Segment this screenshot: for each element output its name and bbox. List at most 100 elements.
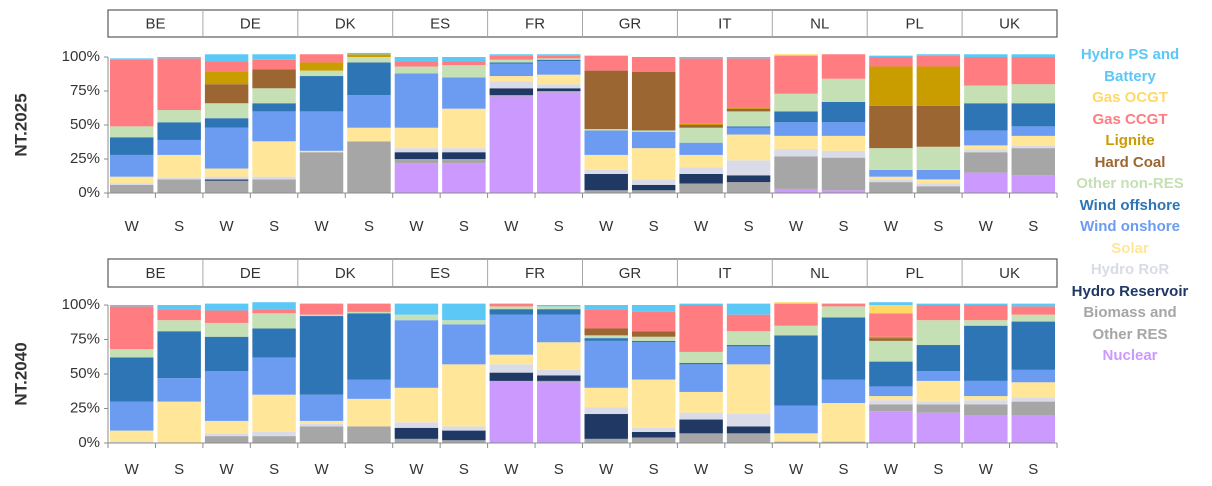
- bar-segment: [631, 342, 676, 380]
- bar-segment: [584, 154, 628, 170]
- bar-segment: [442, 426, 486, 431]
- bar-segment: [964, 130, 1008, 146]
- bar-segment: [252, 59, 296, 70]
- legend-entry: Wind offshore: [1079, 196, 1181, 214]
- bar-segment: [584, 305, 628, 310]
- group-label: BE: [145, 15, 165, 32]
- bar-segment: [489, 306, 534, 310]
- legend-entry: Biomass and Other RES: [1083, 304, 1177, 343]
- bar-segment: [157, 110, 201, 123]
- x-tick-label: S: [174, 218, 184, 235]
- bar-segment: [157, 378, 201, 402]
- group-label: IT: [718, 15, 731, 32]
- bar-segment: [489, 62, 534, 64]
- bar-segment: [394, 148, 439, 153]
- bar-segment: [869, 386, 913, 397]
- group-label: DE: [240, 15, 261, 32]
- bar-segment: [584, 328, 628, 336]
- bar-segment: [394, 438, 439, 443]
- bar-segment: [584, 438, 628, 443]
- bar-segment: [916, 179, 961, 184]
- bar-segment: [916, 345, 961, 372]
- bar-segment: [869, 336, 913, 339]
- y-axis-title: NT.2025: [11, 93, 30, 156]
- bar-segment: [916, 186, 961, 193]
- bar-segment: [821, 78, 866, 102]
- bar-segment: [442, 440, 486, 443]
- bar-segment: [252, 328, 296, 358]
- y-tick-label: 50%: [70, 365, 100, 382]
- bar-segment: [110, 349, 154, 358]
- bar-segment: [631, 431, 676, 438]
- bar-segment: [631, 148, 676, 180]
- bar-segment: [916, 54, 961, 56]
- bar-segment: [821, 122, 866, 136]
- bar-segment: [537, 375, 581, 381]
- legend-entry: Wind onshore: [1080, 218, 1180, 235]
- group-label: DK: [335, 15, 356, 32]
- bar-segment: [299, 111, 344, 151]
- bar-segment: [916, 404, 961, 413]
- bar-segment: [537, 92, 581, 193]
- bar-segment: [110, 59, 154, 127]
- bar-segment: [964, 404, 1008, 416]
- bar-segment: [347, 95, 391, 128]
- bar-segment: [774, 188, 818, 193]
- bar-segment: [774, 433, 818, 442]
- bar-segment: [679, 57, 723, 59]
- bar-segment: [537, 84, 581, 89]
- bar-segment: [347, 54, 391, 57]
- y-tick-label: 75%: [70, 82, 100, 99]
- bar-segment: [869, 55, 913, 57]
- bar-segment: [679, 125, 723, 128]
- x-tick-label: S: [174, 461, 184, 478]
- bar-segment: [584, 414, 628, 439]
- bar-segment: [726, 433, 771, 443]
- bar-segment: [774, 302, 818, 304]
- bar-segment: [1011, 306, 1055, 315]
- bar-segment: [394, 73, 439, 128]
- x-tick-label: W: [599, 461, 614, 478]
- group-label: PL: [905, 15, 923, 32]
- bar-segment: [537, 309, 581, 315]
- bar-segment: [347, 57, 391, 63]
- bar-segment: [157, 58, 201, 111]
- bar-segment: [964, 400, 1008, 405]
- bar-segment: [774, 93, 818, 112]
- bar-segment: [537, 88, 581, 91]
- bar-segment: [916, 371, 961, 381]
- y-tick-label: 0%: [78, 434, 100, 451]
- bar-segment: [964, 396, 1008, 401]
- x-tick-label: S: [1028, 218, 1038, 235]
- bar-segment: [252, 69, 296, 89]
- x-tick-label: S: [649, 218, 659, 235]
- bar-segment: [774, 122, 818, 136]
- x-tick-label: S: [838, 461, 848, 478]
- bar-segment: [584, 169, 628, 174]
- bar-segment: [631, 336, 676, 341]
- bar-segment: [110, 441, 154, 443]
- bar-segment: [157, 122, 201, 140]
- group-label: ES: [430, 15, 450, 32]
- legend-entry: Hard Coal: [1094, 153, 1166, 171]
- legend: Hydro PS and Battery Gas OCGT Gas CCGT Lign…: [1062, 44, 1198, 367]
- bar-segment: [916, 303, 961, 305]
- bar-segment: [204, 420, 249, 434]
- bar-segment: [964, 57, 1008, 86]
- bar-segment: [204, 436, 249, 443]
- x-tick-label: W: [789, 461, 804, 478]
- bar-segment: [204, 371, 249, 421]
- bar-segment: [679, 412, 723, 420]
- bar-segment: [726, 107, 771, 109]
- bar-segment: [869, 361, 913, 387]
- bar-segment: [1011, 321, 1055, 370]
- bar-segment: [869, 169, 913, 177]
- legend-entry: Lignite: [1105, 132, 1155, 149]
- bar-segment: [347, 426, 391, 443]
- group-label: ES: [430, 265, 450, 282]
- bar-segment: [299, 316, 344, 395]
- x-tick-label: W: [789, 218, 804, 235]
- bar-segment: [631, 311, 676, 332]
- group-label: NL: [810, 265, 829, 282]
- bar-segment: [252, 54, 296, 60]
